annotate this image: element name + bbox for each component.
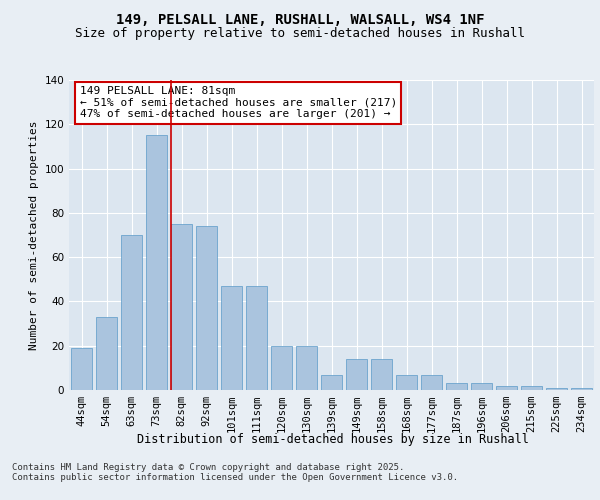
- Bar: [121, 235, 142, 390]
- Bar: [471, 384, 492, 390]
- Bar: [296, 346, 317, 390]
- Bar: [421, 374, 442, 390]
- Text: 149 PELSALL LANE: 81sqm
← 51% of semi-detached houses are smaller (217)
47% of s: 149 PELSALL LANE: 81sqm ← 51% of semi-de…: [79, 86, 397, 120]
- Bar: [246, 286, 267, 390]
- Bar: [546, 388, 567, 390]
- Text: Distribution of semi-detached houses by size in Rushall: Distribution of semi-detached houses by …: [137, 432, 529, 446]
- Text: 149, PELSALL LANE, RUSHALL, WALSALL, WS4 1NF: 149, PELSALL LANE, RUSHALL, WALSALL, WS4…: [116, 12, 484, 26]
- Bar: [146, 136, 167, 390]
- Bar: [496, 386, 517, 390]
- Text: Size of property relative to semi-detached houses in Rushall: Size of property relative to semi-detach…: [75, 28, 525, 40]
- Bar: [271, 346, 292, 390]
- Bar: [371, 359, 392, 390]
- Bar: [221, 286, 242, 390]
- Bar: [71, 348, 92, 390]
- Bar: [196, 226, 217, 390]
- Bar: [321, 374, 342, 390]
- Bar: [346, 359, 367, 390]
- Bar: [96, 317, 117, 390]
- Y-axis label: Number of semi-detached properties: Number of semi-detached properties: [29, 120, 39, 350]
- Text: Contains HM Land Registry data © Crown copyright and database right 2025.
Contai: Contains HM Land Registry data © Crown c…: [12, 462, 458, 482]
- Bar: [521, 386, 542, 390]
- Bar: [171, 224, 192, 390]
- Bar: [446, 384, 467, 390]
- Bar: [571, 388, 592, 390]
- Bar: [396, 374, 417, 390]
